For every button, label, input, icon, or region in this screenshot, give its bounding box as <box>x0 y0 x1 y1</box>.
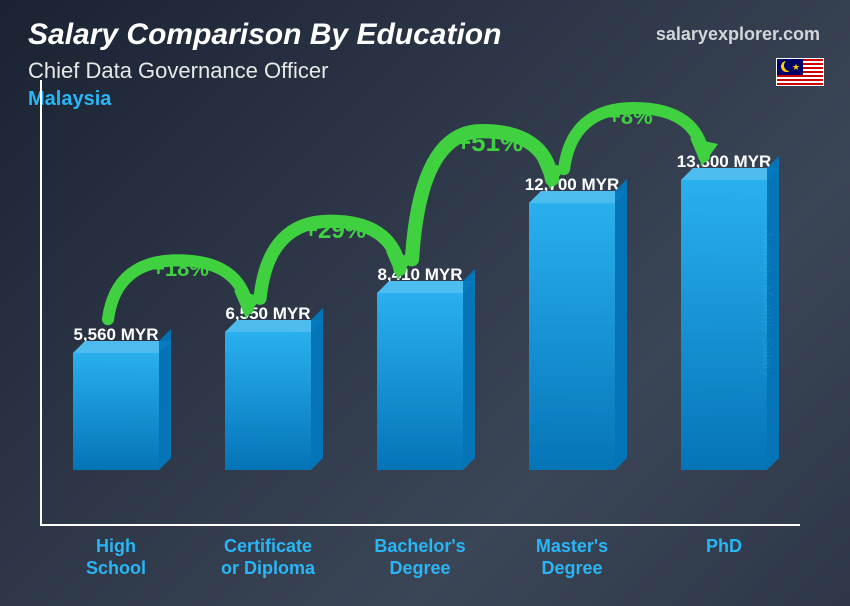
x-labels-container: HighSchoolCertificateor DiplomaBachelor'… <box>40 530 800 582</box>
bar <box>529 203 615 470</box>
x-axis-label: Bachelor'sDegree <box>344 530 496 582</box>
flag-icon: ★ <box>776 58 824 86</box>
chart-country: Malaysia <box>28 88 822 111</box>
bars-container: 5,560 MYR6,550 MYR8,410 MYR12,700 MYR13,… <box>40 140 800 470</box>
bar <box>225 332 311 470</box>
x-axis-line <box>40 524 800 526</box>
bar <box>73 353 159 470</box>
bar <box>681 180 767 470</box>
x-axis-label: PhD <box>648 530 800 582</box>
bar-chart: 5,560 MYR6,550 MYR8,410 MYR12,700 MYR13,… <box>40 140 800 582</box>
watermark-text: salaryexplorer.com <box>656 24 820 45</box>
bar-slot: 8,410 MYR <box>344 140 496 470</box>
bar-slot: 12,700 MYR <box>496 140 648 470</box>
chart-subtitle: Chief Data Governance Officer <box>28 58 822 84</box>
x-axis-label: HighSchool <box>40 530 192 582</box>
bar-slot: 5,560 MYR <box>40 140 192 470</box>
x-axis-label: Certificateor Diploma <box>192 530 344 582</box>
x-axis-label: Master'sDegree <box>496 530 648 582</box>
bar <box>377 293 463 470</box>
bar-slot: 6,550 MYR <box>192 140 344 470</box>
bar-slot: 13,800 MYR <box>648 140 800 470</box>
